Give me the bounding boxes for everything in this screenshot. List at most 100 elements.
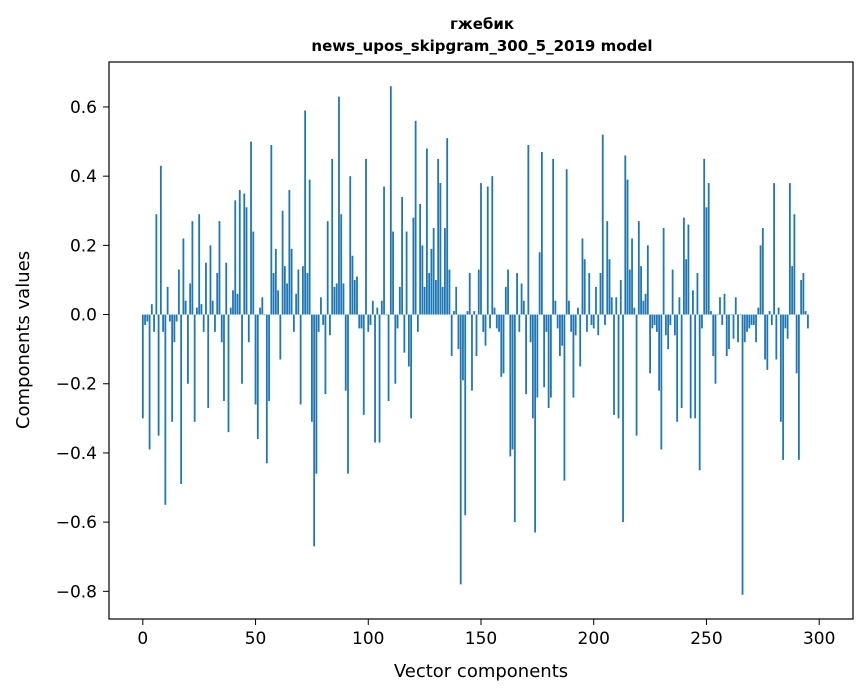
bar-39 <box>229 307 232 315</box>
bar-0 <box>141 314 144 419</box>
bar-245 <box>694 314 697 419</box>
bar-173 <box>531 314 534 419</box>
bar-181 <box>549 314 552 398</box>
bar-118 <box>407 314 410 367</box>
x-tick-label: 0 <box>137 629 148 649</box>
bar-224 <box>646 245 649 315</box>
bar-250 <box>705 207 708 315</box>
bar-218 <box>633 307 636 315</box>
bar-93 <box>351 255 354 315</box>
bar-206 <box>606 221 609 315</box>
bar-60 <box>277 290 279 315</box>
bar-101 <box>369 314 372 325</box>
bar-285 <box>784 314 787 329</box>
bar-91 <box>347 314 349 474</box>
x-tick-label: 100 <box>352 629 384 649</box>
bar-18 <box>182 238 185 315</box>
bar-210 <box>615 297 618 315</box>
bar-98 <box>362 314 365 415</box>
x-tick-label: 250 <box>690 629 722 649</box>
bar-96 <box>358 314 361 329</box>
bar-178 <box>543 314 546 388</box>
bar-131 <box>437 158 440 315</box>
bar-256 <box>719 297 721 315</box>
bar-64 <box>286 283 289 315</box>
bar-273 <box>757 307 760 315</box>
bar-7 <box>157 314 160 436</box>
bar-159 <box>500 314 503 377</box>
bar-25 <box>198 214 201 315</box>
bar-155 <box>491 176 494 315</box>
bar-1 <box>144 314 146 325</box>
bar-62 <box>281 210 284 315</box>
bar-233 <box>667 314 670 350</box>
bar-194 <box>579 314 582 367</box>
bar-117 <box>405 231 408 315</box>
bar-265 <box>739 314 742 316</box>
bar-242 <box>687 224 690 315</box>
bar-203 <box>599 273 602 315</box>
bar-295 <box>807 314 809 329</box>
bar-282 <box>777 307 780 315</box>
bar-176 <box>538 252 541 315</box>
bar-209 <box>613 314 615 415</box>
bar-48 <box>250 141 252 315</box>
bar-200 <box>592 314 595 329</box>
bar-136 <box>448 269 451 315</box>
bar-44 <box>241 314 243 384</box>
bar-115 <box>401 196 403 315</box>
bar-239 <box>680 314 683 408</box>
bar-158 <box>498 314 500 332</box>
bar-189 <box>568 300 570 315</box>
bar-170 <box>525 314 527 395</box>
bar-288 <box>791 266 794 315</box>
y-tick-label: 0.6 <box>70 98 97 118</box>
y-tick-label: −0.2 <box>56 375 97 395</box>
bar-290 <box>795 314 798 374</box>
bar-225 <box>649 314 651 374</box>
bar-8 <box>159 165 162 315</box>
bar-257 <box>721 314 724 325</box>
bar-291 <box>797 314 800 460</box>
bar-266 <box>741 314 744 595</box>
bar-179 <box>545 314 548 332</box>
bar-67 <box>292 314 295 332</box>
bar-103 <box>374 314 376 443</box>
bar-133 <box>441 286 444 315</box>
bar-20 <box>187 314 189 384</box>
bar-111 <box>392 231 394 315</box>
bar-57 <box>270 145 273 315</box>
bar-198 <box>588 273 591 315</box>
bar-227 <box>653 314 656 325</box>
bar-24 <box>196 307 198 315</box>
bar-107 <box>383 186 385 315</box>
bar-214 <box>624 155 627 315</box>
bar-59 <box>274 248 277 315</box>
bar-26 <box>200 304 203 315</box>
bar-215 <box>626 179 629 315</box>
bar-148 <box>475 314 478 357</box>
bar-255 <box>716 314 719 316</box>
bar-277 <box>766 314 769 370</box>
bar-29 <box>207 314 210 408</box>
bar-172 <box>529 314 532 343</box>
bar-221 <box>640 266 642 315</box>
bar-5 <box>153 314 155 332</box>
bar-207 <box>608 259 611 315</box>
bar-104 <box>376 307 379 315</box>
bar-120 <box>412 217 415 315</box>
y-tick-label: −0.8 <box>56 582 97 602</box>
bar-217 <box>631 238 633 315</box>
bar-97 <box>360 314 363 329</box>
bar-139 <box>455 286 458 315</box>
bar-271 <box>752 314 755 325</box>
x-axis-ticks: 0 50 100 150 200 250 300 <box>137 619 835 649</box>
bar-135 <box>446 138 449 315</box>
y-tick-label: 0.4 <box>70 167 97 187</box>
bar-287 <box>788 183 791 315</box>
bar-81 <box>324 314 327 395</box>
bar-73 <box>306 273 309 315</box>
bar-205 <box>604 314 606 325</box>
bar-154 <box>489 314 491 329</box>
bar-258 <box>723 293 726 315</box>
